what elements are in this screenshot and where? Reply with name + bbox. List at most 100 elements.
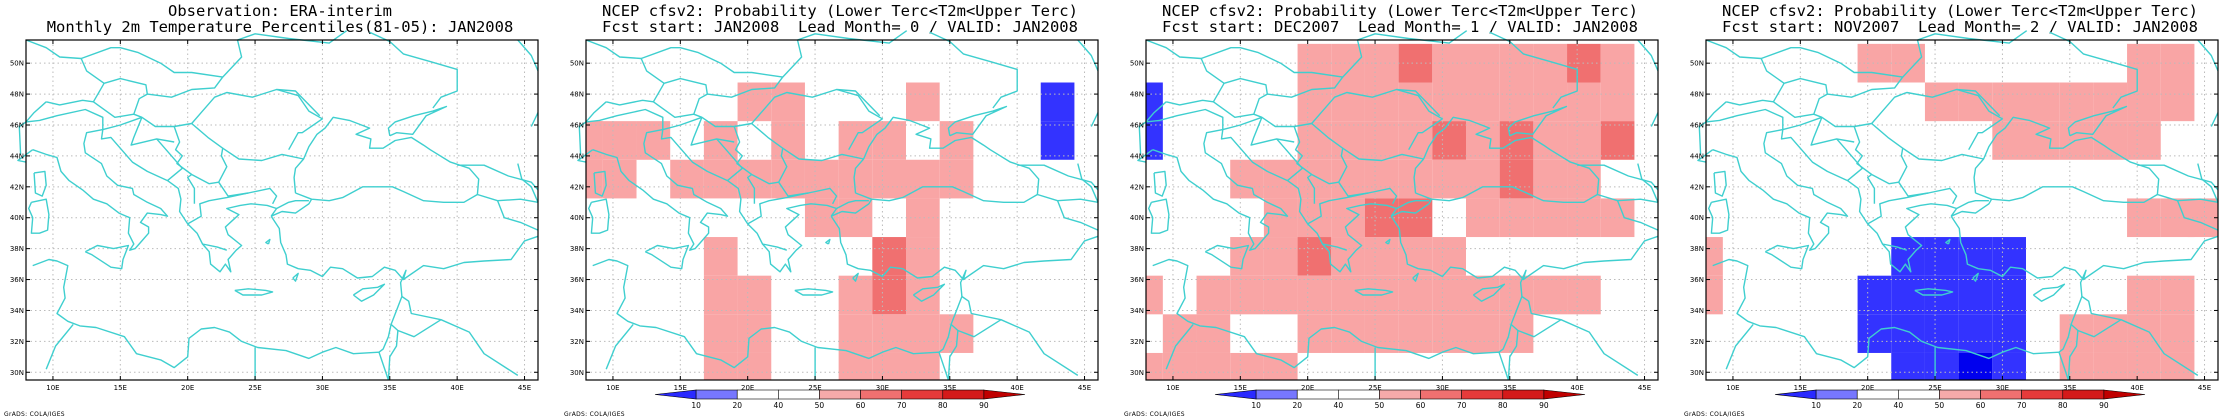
- probability-cell: [1162, 352, 1197, 380]
- probability-cell: [2026, 121, 2060, 160]
- probability-cell: [1891, 275, 1925, 315]
- panel-forecast-lead1: NCEP cfsv2: Probability (Lower Terc<T2m<…: [1120, 0, 1680, 420]
- probability-cell: [1146, 352, 1163, 380]
- probability-cell: [2127, 275, 2161, 315]
- lon-tick-label: 35E: [383, 384, 396, 392]
- probability-cell: [1146, 121, 1163, 160]
- colorbar-segment: [1815, 389, 1858, 400]
- probability-cell: [2160, 275, 2195, 315]
- probability-cell: [771, 121, 805, 160]
- probability-cell: [1331, 198, 1365, 238]
- lon-tick-label: 35E: [1503, 384, 1516, 392]
- footer-credit: GrADS: COLA/IGES: [4, 411, 65, 418]
- lat-tick-label: 50N: [570, 60, 584, 68]
- lat-tick-label: 30N: [570, 369, 584, 377]
- probability-cell: [2093, 352, 2128, 380]
- lon-tick-label: 25E: [1368, 384, 1381, 392]
- coastlines: [577, 30, 1099, 381]
- lon-tick-label: 30E: [1996, 384, 2009, 392]
- probability-cell: [1398, 121, 1433, 160]
- probability-cell: [1992, 237, 2026, 276]
- probability-cell: [1891, 237, 1925, 276]
- probability-cell: [1432, 121, 1466, 160]
- lat-tick-label: 38N: [570, 245, 584, 253]
- lon-tick-label: 15E: [114, 384, 127, 392]
- probability-cells: [1706, 43, 2218, 380]
- footer-credit: GrADS: COLA/IGES: [1684, 411, 1745, 418]
- colorbar-segment: [1296, 389, 1339, 400]
- probability-cell: [838, 121, 873, 160]
- probability-cell: [2059, 352, 2094, 380]
- footer-credit: GrADS: COLA/IGES: [1124, 411, 1185, 418]
- probability-cell: [703, 159, 738, 199]
- map-plot: 10E 15E 20E 25E 30E 35E 40E 45E 30N 32N 34N 36N 38N 4…: [1130, 30, 1659, 410]
- colorbar-label: 70: [897, 401, 907, 410]
- lat-tick-label: 32N: [1690, 338, 1704, 346]
- colorbar-segment: [819, 389, 861, 400]
- probability-cell: [1146, 275, 1163, 315]
- panel-title-line2: Monthly 2m Temperature Percentiles(81-05…: [46, 18, 514, 36]
- map-plot: 10E 15E 20E 25E 30E 35E 40E 45E 30N 32N 34N 36N 38N 4…: [10, 30, 539, 392]
- probability-cell: [1432, 43, 1466, 83]
- probability-cell: [1567, 121, 1601, 160]
- probability-cell: [1992, 352, 2026, 380]
- probability-cell: [1364, 43, 1399, 83]
- probability-cell: [2093, 121, 2128, 160]
- probability-cell: [1196, 314, 1231, 353]
- lon-tick-label: 45E: [1078, 384, 1091, 392]
- probability-cell: [1924, 82, 1959, 122]
- colorbar-label: 60: [856, 401, 866, 410]
- lon-tick-label: 30E: [1436, 384, 1449, 392]
- probability-cell: [1040, 121, 1075, 160]
- probability-cell: [1466, 43, 1500, 83]
- lon-tick-label: 40E: [450, 384, 463, 392]
- probability-cell: [737, 275, 772, 315]
- probability-cell: [1924, 314, 1959, 353]
- lat-tick-label: 48N: [10, 91, 24, 99]
- lat-tick-label: 40N: [1130, 214, 1144, 222]
- panel-title-line2: Fcst start: JAN2008 Lead Month= 0 / VALI…: [602, 18, 1078, 36]
- probability-cell: [1331, 275, 1365, 315]
- probability-cell: [2127, 121, 2161, 160]
- probability-cell: [2026, 82, 2060, 122]
- axis-ticks: 10E 15E 20E 25E 30E 35E 40E 45E 30N 32N 34N 36N 38N 4…: [570, 40, 1098, 392]
- lon-tick-label: 35E: [943, 384, 956, 392]
- probability-cell: [1432, 275, 1466, 315]
- lat-tick-label: 44N: [570, 152, 584, 160]
- lat-tick-label: 34N: [570, 307, 584, 315]
- probability-cell: [1466, 198, 1500, 238]
- probability-cell: [1466, 314, 1500, 353]
- colorbar-label: 10: [1811, 401, 1821, 410]
- probability-cell: [1331, 159, 1365, 199]
- probability-cell: [1297, 237, 1332, 276]
- colorbar-label: 10: [691, 401, 701, 410]
- probability-cell: [1398, 275, 1433, 315]
- colorbar-segment: [1980, 389, 2022, 400]
- panel-observation: Observation: ERA-interim Monthly 2m Temp…: [0, 0, 560, 420]
- probability-cell: [838, 314, 873, 353]
- probability-cell: [1364, 121, 1399, 160]
- probability-cell: [1432, 237, 1466, 276]
- probability-cell: [1499, 198, 1534, 238]
- probability-cell: [1364, 82, 1399, 122]
- lon-tick-label: 25E: [248, 384, 261, 392]
- probability-cell: [1331, 82, 1365, 122]
- lat-tick-label: 34N: [1690, 307, 1704, 315]
- colorbar-label: 90: [2099, 401, 2109, 410]
- colorbar: 10 20 40 50 60 70 80 90: [1774, 389, 2146, 410]
- probability-cell: [1364, 237, 1399, 276]
- lat-tick-label: 42N: [1130, 183, 1144, 191]
- probability-cell: [1263, 159, 1298, 199]
- probability-cell: [872, 237, 906, 276]
- lat-tick-label: 48N: [1690, 91, 1704, 99]
- map-frame: [1145, 39, 1659, 381]
- lon-tick-label: 35E: [2063, 384, 2076, 392]
- panel-title-line1: NCEP cfsv2: Probability (Lower Terc<T2m<…: [1722, 2, 2198, 20]
- panel-forecast-lead2: NCEP cfsv2: Probability (Lower Terc<T2m<…: [1680, 0, 2240, 420]
- colorbar-segment: [1898, 389, 1940, 400]
- probability-cell: [1992, 314, 2026, 353]
- lon-tick-label: 25E: [1928, 384, 1941, 392]
- lat-tick-label: 46N: [570, 122, 584, 130]
- probability-cell: [1331, 237, 1365, 276]
- probability-cell: [1398, 82, 1433, 122]
